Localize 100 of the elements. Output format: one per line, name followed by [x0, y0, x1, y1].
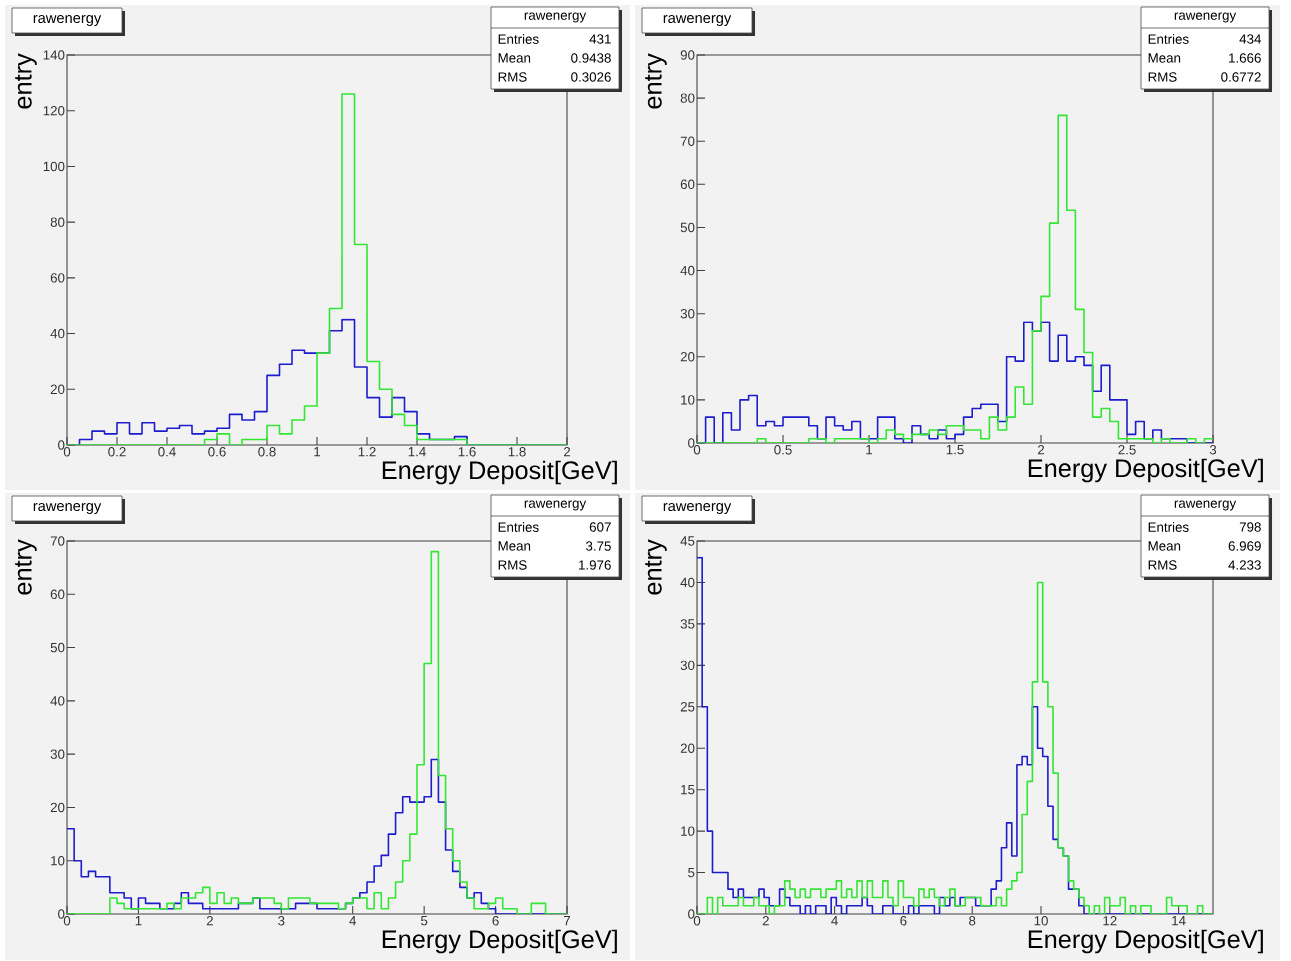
chart-title: rawenergy: [33, 503, 102, 514]
y-tick-label: 20: [50, 802, 65, 813]
x-tick-label: 10: [1034, 916, 1048, 926]
y-tick-label: 140: [43, 50, 65, 60]
x-tick-label: 7: [563, 916, 571, 926]
x-tick-label: 6: [492, 916, 499, 926]
y-tick-label: 10: [51, 856, 65, 866]
text: Entries: [498, 34, 539, 44]
text: Entries: [1148, 522, 1189, 532]
annotation: RMS: [498, 560, 527, 570]
annotation: Mean: [1148, 53, 1181, 63]
y-tick-label: 80: [50, 217, 65, 227]
x-tick-label: 3: [1209, 445, 1217, 455]
text: Entries: [498, 522, 539, 532]
annotation: RMS: [498, 72, 527, 82]
annotation: RMS: [1148, 560, 1177, 570]
x-tick-label: 2.5: [1118, 445, 1136, 455]
y-tick-label: 0: [688, 438, 695, 448]
annotation: RMS: [1148, 72, 1177, 82]
y-tick-label: 100: [43, 161, 65, 172]
text: 0.6772: [1221, 72, 1261, 82]
x-tick-label: 2: [206, 916, 213, 926]
y-tick-label: 60: [50, 589, 65, 600]
x-axis-title: Energy Deposit[GeV]: [382, 929, 617, 954]
annotation: Mean: [1148, 541, 1181, 551]
y-tick-label: 20: [680, 352, 695, 362]
y-axis-title: entry: [645, 539, 667, 595]
y-tick-label: 50: [680, 222, 695, 233]
chart-title: rawenergy: [33, 15, 102, 26]
x-tick-label: 0.6: [208, 447, 226, 457]
text: rawenergy: [1174, 500, 1237, 511]
y-tick-label: 0: [688, 909, 695, 919]
x-axis-title: Energy Deposit[GeV]: [382, 460, 617, 485]
y-tick-label: 70: [50, 536, 65, 546]
x-tick-label: 0.2: [108, 447, 126, 457]
x-axis-title: Energy Deposit[GeV]: [1028, 929, 1263, 954]
y-tick-label: 40: [680, 577, 695, 588]
y-tick-label: 5: [688, 867, 695, 878]
y-tick-label: 50: [50, 642, 65, 653]
text: 0.9438: [571, 53, 611, 63]
text: 4.233: [1228, 560, 1261, 570]
y-axis-title: entry: [15, 53, 37, 109]
y-tick-label: 70: [680, 136, 695, 146]
x-tick-label: 0.5: [774, 445, 792, 455]
text: rawenergy: [524, 500, 587, 511]
y-tick-label: 60: [680, 179, 695, 190]
y-tick-label: 20: [680, 743, 695, 753]
y-tick-label: 0: [58, 909, 65, 919]
text: 434: [1239, 34, 1262, 44]
x-tick-label: 5: [420, 916, 428, 926]
y-axis-title: entry: [15, 539, 37, 595]
y-tick-label: 45: [680, 536, 695, 546]
x-tick-label: 1.8: [508, 447, 526, 457]
x-tick-label: 4: [831, 916, 838, 926]
text: 1.976: [579, 560, 611, 570]
text: 798: [1239, 522, 1261, 532]
x-tick-label: 2: [1037, 445, 1045, 455]
x-tick-label: 14: [1172, 916, 1186, 926]
x-tick-label: 1: [135, 916, 142, 926]
annotation: Mean: [498, 541, 531, 551]
y-tick-label: 80: [680, 93, 695, 103]
x-tick-label: 12: [1103, 916, 1117, 926]
y-tick-label: 120: [43, 106, 65, 116]
x-tick-label: 8: [969, 916, 976, 926]
text: 3.75: [585, 541, 611, 551]
x-tick-label: 1.2: [358, 447, 376, 457]
x-tick-label: 2: [762, 916, 769, 926]
x-tick-label: 1: [866, 445, 873, 455]
chart-title: rawenergy: [663, 15, 732, 26]
x-tick-label: 0.4: [158, 447, 176, 457]
text: 431: [589, 34, 611, 44]
chart-title: rawenergy: [663, 503, 732, 514]
annotation: Mean: [498, 53, 531, 63]
x-tick-label: 6: [900, 916, 907, 926]
y-tick-label: 30: [680, 308, 695, 319]
y-tick-label: 40: [680, 265, 695, 276]
text: rawenergy: [1174, 12, 1237, 23]
y-tick-label: 15: [681, 785, 695, 795]
y-tick-label: 40: [50, 696, 65, 706]
y-axis-title: entry: [645, 53, 667, 109]
text: 607: [589, 522, 611, 532]
x-tick-label: 0.8: [258, 447, 276, 457]
x-axis-title: Energy Deposit[GeV]: [1028, 458, 1263, 483]
y-tick-label: 40: [50, 328, 65, 339]
text: rawenergy: [524, 12, 587, 23]
x-tick-label: 4: [349, 916, 357, 926]
y-tick-label: 30: [680, 660, 695, 671]
y-tick-label: 10: [681, 395, 695, 405]
x-tick-label: 1.4: [408, 447, 426, 457]
x-tick-label: 1.5: [946, 445, 964, 455]
y-tick-label: 90: [680, 50, 695, 60]
x-tick-label: 2: [563, 447, 571, 457]
text: 1.666: [1229, 53, 1261, 63]
y-tick-label: 10: [681, 826, 695, 836]
y-tick-label: 60: [50, 273, 65, 283]
text: Entries: [1148, 34, 1189, 44]
text: 6.969: [1228, 541, 1261, 551]
y-tick-label: 20: [50, 384, 65, 395]
y-tick-label: 35: [680, 619, 695, 629]
y-tick-label: 30: [50, 749, 65, 759]
